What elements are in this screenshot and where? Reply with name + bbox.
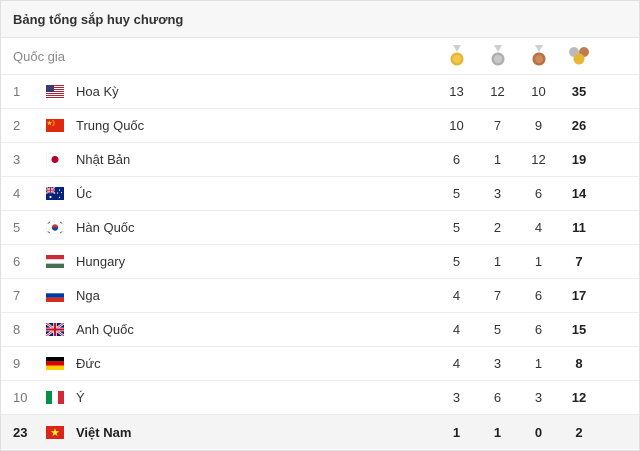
silver-count: 12 (490, 84, 505, 99)
country-name: Anh Quốc (76, 322, 134, 337)
country-name: Hungary (76, 254, 126, 269)
country-name: Việt Nam (76, 424, 132, 440)
gold-count: 13 (449, 84, 464, 99)
flag-south-korea-icon (46, 221, 74, 234)
total-count: 7 (575, 254, 583, 269)
silver-count: 1 (493, 424, 502, 440)
bronze-count: 1 (534, 356, 543, 371)
total-count: 11 (572, 220, 586, 235)
gold-count: 1 (452, 424, 461, 440)
silver-count: 5 (493, 322, 502, 337)
total-count: 17 (571, 288, 587, 303)
gold-count: 4 (452, 288, 461, 303)
gold-count: 5 (452, 186, 461, 201)
total-count: 2 (575, 424, 583, 440)
total-medals-icon (559, 46, 599, 66)
bronze-count: 1 (534, 254, 543, 269)
gold-count: 5 (452, 254, 461, 269)
bronze-count: 6 (534, 186, 543, 201)
rank-cell: 1 (13, 84, 21, 99)
bronze-count: 4 (534, 220, 543, 235)
rank-cell: 2 (13, 118, 21, 133)
silver-count: 6 (493, 390, 502, 405)
country-name: Ý (76, 390, 85, 405)
bronze-count: 10 (531, 84, 546, 99)
table-row[interactable]: 8 Anh Quốc 4 5 6 15 (1, 313, 639, 347)
bronze-count: 12 (531, 152, 546, 167)
gold-count: 4 (452, 356, 461, 371)
silver-count: 3 (493, 186, 502, 201)
bronze-count: 6 (534, 288, 543, 303)
rank-cell: 5 (13, 220, 21, 235)
bronze-count: 9 (534, 118, 543, 133)
gold-count: 4 (452, 322, 461, 337)
country-name: Hàn Quốc (76, 220, 135, 235)
table-row-highlighted[interactable]: 23 Việt Nam 1 1 0 2 (1, 415, 639, 449)
total-count: 8 (575, 356, 583, 371)
rank-cell: 6 (13, 254, 21, 269)
rank-cell: 10 (13, 390, 28, 405)
gold-count: 10 (449, 118, 464, 133)
bronze-count: 6 (534, 322, 543, 337)
gold-count: 5 (452, 220, 461, 235)
table-row[interactable]: 2 Trung Quốc 10 7 9 26 (1, 109, 639, 143)
flag-usa-icon (46, 85, 74, 98)
flag-russia-icon (46, 289, 74, 302)
total-count: 14 (571, 186, 587, 201)
country-name: Trung Quốc (76, 118, 145, 133)
flag-china-icon (46, 119, 74, 132)
bronze-medal-icon (518, 45, 559, 67)
country-name: Nhật Bản (76, 152, 131, 167)
country-name: Đức (76, 356, 101, 371)
rank-cell: 23 (13, 424, 28, 440)
bronze-count: 0 (534, 424, 543, 440)
flag-hungary-icon (46, 255, 74, 268)
table-header: Quốc gia (1, 38, 639, 75)
table-row[interactable]: 10 Ý 3 6 3 12 (1, 381, 639, 415)
total-count: 12 (571, 390, 587, 405)
silver-count: 7 (493, 288, 502, 303)
flag-japan-icon (46, 153, 74, 166)
total-count: 35 (571, 84, 587, 99)
medal-table-title: Bảng tổng sắp huy chương (1, 1, 639, 38)
flag-vietnam-icon (46, 425, 74, 439)
silver-count: 1 (493, 152, 502, 167)
total-count: 26 (571, 118, 587, 133)
silver-medal-icon (477, 45, 518, 67)
table-row[interactable]: 9 Đức 4 3 1 8 (1, 347, 639, 381)
country-name: Hoa Kỳ (76, 84, 119, 99)
flag-germany-icon (46, 357, 74, 370)
table-row[interactable]: 6 Hungary 5 1 1 7 (1, 245, 639, 279)
flag-uk-icon (46, 323, 74, 336)
table-row[interactable]: 5 Hàn Quốc 5 2 4 11 (1, 211, 639, 245)
gold-count: 6 (452, 152, 461, 167)
total-count: 19 (571, 152, 587, 167)
rank-cell: 3 (13, 152, 21, 167)
silver-count: 2 (493, 220, 502, 235)
flag-australia-icon (46, 187, 74, 200)
gold-count: 3 (452, 390, 461, 405)
bronze-count: 3 (534, 390, 543, 405)
table-row[interactable]: 1 Hoa Kỳ 13 12 10 35 (1, 75, 639, 109)
gold-medal-icon (436, 45, 477, 67)
country-column-header: Quốc gia (13, 48, 66, 64)
table-row[interactable]: 3 Nhật Bản 6 1 12 19 (1, 143, 639, 177)
flag-italy-icon (46, 391, 74, 404)
table-row[interactable]: 7 Nga 4 7 6 17 (1, 279, 639, 313)
table-row[interactable]: 4 Úc 5 3 6 14 (1, 177, 639, 211)
rank-cell: 9 (13, 356, 21, 371)
rank-cell: 7 (13, 288, 21, 303)
silver-count: 1 (493, 254, 502, 269)
total-count: 15 (571, 322, 587, 337)
rank-cell: 4 (13, 186, 21, 201)
silver-count: 3 (493, 356, 502, 371)
country-name: Úc (76, 186, 92, 201)
rank-cell: 8 (13, 322, 21, 337)
country-name: Nga (76, 288, 100, 303)
silver-count: 7 (493, 118, 502, 133)
